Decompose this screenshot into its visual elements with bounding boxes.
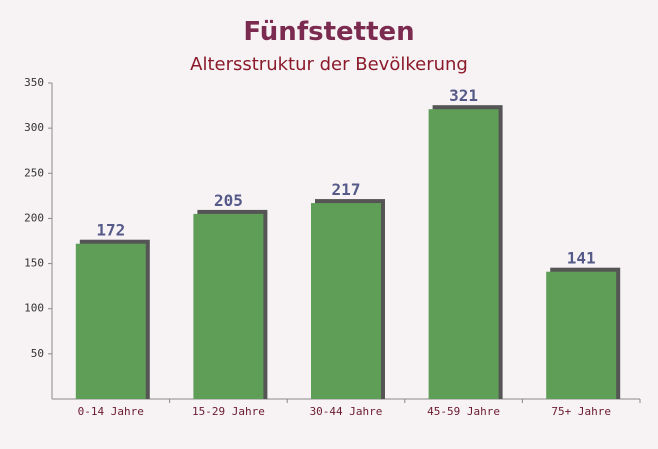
chart-subtitle: Altersstruktur der Bevölkerung — [190, 54, 468, 75]
y-tick-label: 350 — [24, 76, 44, 89]
chart-title: Fünfstetten — [243, 17, 414, 47]
bar — [428, 109, 499, 399]
y-tick-label: 250 — [24, 166, 44, 179]
value-label: 321 — [449, 86, 478, 105]
bar — [193, 213, 264, 399]
y-tick-label: 100 — [24, 302, 44, 315]
bar — [75, 243, 146, 399]
value-label: 217 — [332, 180, 361, 199]
x-tick-label: 45-59 Jahre — [427, 405, 500, 418]
bar — [311, 203, 381, 399]
value-label: 205 — [214, 191, 243, 210]
x-tick-label: 75+ Jahre — [551, 405, 611, 418]
y-tick-label: 200 — [24, 211, 44, 224]
bar — [546, 271, 617, 399]
y-tick-label: 300 — [24, 121, 44, 134]
value-label: 172 — [96, 221, 125, 240]
value-label: 141 — [567, 249, 596, 268]
x-tick-label: 0-14 Jahre — [78, 405, 144, 418]
y-tick-label: 150 — [24, 257, 44, 270]
y-tick-label: 50 — [31, 347, 44, 360]
x-tick-label: 30-44 Jahre — [310, 405, 383, 418]
x-tick-label: 15-29 Jahre — [192, 405, 265, 418]
